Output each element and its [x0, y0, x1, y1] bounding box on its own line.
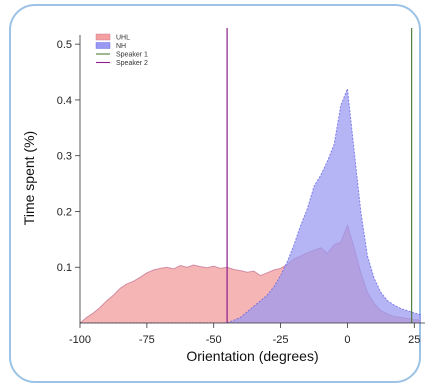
y-tick-label-0-3: 0.3	[57, 151, 72, 163]
legend-label-speaker-1: Speaker 1	[116, 52, 148, 59]
x-axis-title: Orientation (degrees)	[186, 348, 318, 364]
area-nh	[80, 88, 421, 324]
y-tick-label-0-4: 0.4	[57, 95, 72, 107]
legend-label-uhl: UHL	[116, 35, 130, 42]
y-axis-title: Time spent (%)	[21, 131, 37, 225]
legend-item-nh: NH	[95, 42, 126, 50]
speaker-line-layer	[226, 28, 413, 323]
x-tick-label-0: 0	[344, 334, 350, 346]
legend-swatch-nh	[95, 42, 111, 49]
legend-item-speaker-2: Speaker 2	[96, 60, 148, 67]
legend-label-speaker-2: Speaker 2	[116, 60, 148, 67]
legend-item-speaker-1: Speaker 1	[96, 52, 148, 59]
y-tick-label-0-1: 0.1	[57, 262, 72, 274]
x-tick-label-50: -50	[206, 334, 222, 346]
x-tick-label-75: -75	[139, 334, 155, 346]
y-tick-label-0-5: 0.5	[57, 39, 72, 51]
x-tick-label-25: 25	[408, 334, 420, 346]
legend-label-nh: NH	[116, 43, 126, 50]
axis-layer: -100 -75 -50 -25 0 25 0.1 0.2 0.3 0.4 0.5	[57, 35, 425, 346]
y-tick-label-0-2: 0.2	[57, 206, 72, 218]
area-layer	[79, 88, 422, 324]
x-tick-label-25: -25	[273, 334, 289, 346]
legend-item-uhl: UHL	[95, 33, 130, 42]
x-tick-label-100: -100	[69, 334, 91, 346]
legend-swatch-uhl	[95, 33, 111, 41]
